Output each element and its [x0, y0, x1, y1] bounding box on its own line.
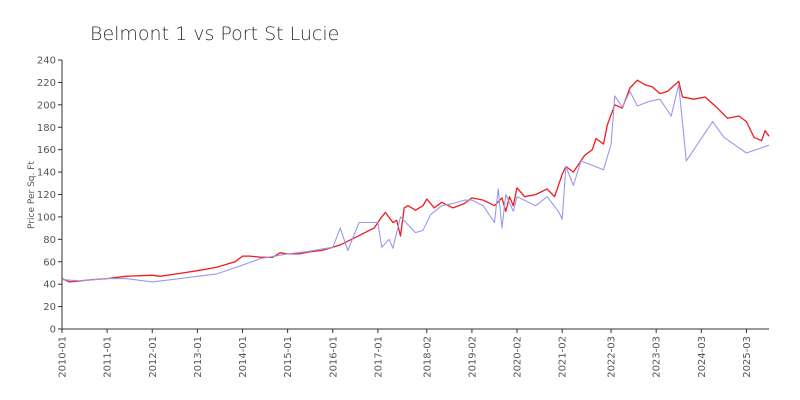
y-tick-label: 60: [43, 257, 56, 268]
y-tick-label: 0: [50, 325, 56, 336]
chart-title: Belmont 1 vs Port St Lucie: [90, 23, 339, 45]
y-tick-label: 200: [37, 100, 56, 111]
x-tick-label: 2013-01: [193, 336, 204, 378]
y-tick-label: 100: [37, 212, 56, 223]
x-tick-label: 2018-02: [422, 336, 433, 378]
x-tick-label: 2017-01: [373, 336, 384, 378]
series-layer: [61, 79, 770, 283]
x-tick-label: 2015-01: [283, 336, 294, 378]
x-tick-label: 2023-03: [652, 336, 663, 378]
x-tick-label: 2022-03: [607, 336, 618, 378]
x-tick-label: 2024-03: [697, 336, 708, 378]
y-tick-label: 40: [43, 280, 56, 291]
x-tick-label: 2021-02: [558, 336, 569, 378]
x-tick-label: 2012-01: [148, 336, 159, 378]
x-tick-label: 2016-01: [328, 336, 339, 378]
y-tick-label: 80: [43, 235, 56, 246]
x-tick-label: 2011-01: [103, 336, 114, 378]
y-tick-label: 140: [37, 168, 56, 179]
y-tick-label: 160: [37, 145, 56, 156]
y-tick-label: 120: [37, 190, 56, 201]
axes: 0 20 40 60 80 100 120 140 160 180 200 220 240 2010-01…: [37, 56, 769, 378]
x-tick-label: 2019-02: [467, 336, 478, 378]
y-tick-label: 220: [37, 78, 56, 89]
y-tick-label: 180: [37, 123, 56, 134]
y-tick-label: 20: [43, 302, 56, 313]
series-line-2: [61, 84, 770, 283]
y-axis-label: Price Per Sq. Ft: [27, 161, 37, 229]
series-line-1: [61, 79, 770, 283]
x-tick-label: 2025-03: [742, 336, 753, 378]
x-tick-label: 2010-01: [58, 336, 69, 378]
x-tick-label: 2014-01: [238, 336, 249, 378]
x-tick-label: 2020-02: [513, 336, 524, 378]
y-tick-label: 240: [37, 56, 56, 67]
